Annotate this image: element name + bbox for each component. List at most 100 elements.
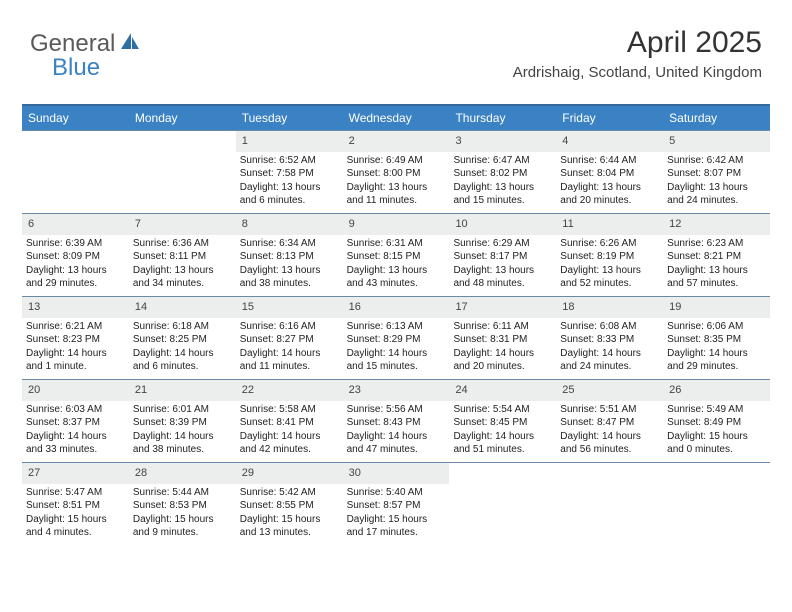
- cell-line: Sunrise: 5:56 AM: [347, 403, 444, 417]
- calendar-cell: 19Sunrise: 6:06 AMSunset: 8:35 PMDayligh…: [663, 297, 770, 379]
- calendar-cell: 29Sunrise: 5:42 AMSunset: 8:55 PMDayligh…: [236, 463, 343, 545]
- cell-line: Sunset: 8:00 PM: [347, 167, 444, 181]
- cell-content: Sunrise: 6:44 AMSunset: 8:04 PMDaylight:…: [556, 152, 663, 212]
- cell-content: [556, 484, 663, 490]
- cell-content: Sunrise: 6:47 AMSunset: 8:02 PMDaylight:…: [449, 152, 556, 212]
- cell-content: Sunrise: 6:42 AMSunset: 8:07 PMDaylight:…: [663, 152, 770, 212]
- cell-line: Sunset: 8:47 PM: [560, 416, 657, 430]
- cell-content: Sunrise: 6:21 AMSunset: 8:23 PMDaylight:…: [22, 318, 129, 378]
- cell-date: 1: [236, 131, 343, 152]
- cell-line: Daylight: 14 hours: [26, 347, 123, 361]
- cell-date: 18: [556, 297, 663, 318]
- cell-line: Daylight: 13 hours: [453, 264, 550, 278]
- cell-line: Daylight: 13 hours: [347, 181, 444, 195]
- cell-line: and 33 minutes.: [26, 443, 123, 457]
- cell-line: Sunrise: 6:26 AM: [560, 237, 657, 251]
- cell-date: 20: [22, 380, 129, 401]
- cell-line: Sunrise: 5:51 AM: [560, 403, 657, 417]
- cell-content: Sunrise: 6:03 AMSunset: 8:37 PMDaylight:…: [22, 401, 129, 461]
- cell-content: Sunrise: 6:34 AMSunset: 8:13 PMDaylight:…: [236, 235, 343, 295]
- cell-content: Sunrise: 5:56 AMSunset: 8:43 PMDaylight:…: [343, 401, 450, 461]
- cell-line: Sunset: 8:41 PM: [240, 416, 337, 430]
- cell-line: Sunset: 8:07 PM: [667, 167, 764, 181]
- cell-line: Daylight: 14 hours: [133, 430, 230, 444]
- cell-line: Sunrise: 6:47 AM: [453, 154, 550, 168]
- cell-line: Sunrise: 6:16 AM: [240, 320, 337, 334]
- cell-line: Daylight: 14 hours: [667, 347, 764, 361]
- cell-line: Sunrise: 5:47 AM: [26, 486, 123, 500]
- cell-line: Sunset: 8:45 PM: [453, 416, 550, 430]
- cell-content: Sunrise: 6:23 AMSunset: 8:21 PMDaylight:…: [663, 235, 770, 295]
- cell-line: and 48 minutes.: [453, 277, 550, 291]
- cell-date: 23: [343, 380, 450, 401]
- cell-line: Daylight: 14 hours: [240, 430, 337, 444]
- cell-line: Daylight: 14 hours: [240, 347, 337, 361]
- cell-content: Sunrise: 5:47 AMSunset: 8:51 PMDaylight:…: [22, 484, 129, 544]
- cell-line: Sunset: 8:29 PM: [347, 333, 444, 347]
- cell-line: Sunset: 7:58 PM: [240, 167, 337, 181]
- cell-line: and 15 minutes.: [347, 360, 444, 374]
- cell-line: Sunset: 8:04 PM: [560, 167, 657, 181]
- calendar-cell: 8Sunrise: 6:34 AMSunset: 8:13 PMDaylight…: [236, 214, 343, 296]
- cell-line: Daylight: 14 hours: [453, 347, 550, 361]
- cell-content: Sunrise: 6:18 AMSunset: 8:25 PMDaylight:…: [129, 318, 236, 378]
- cell-line: and 38 minutes.: [240, 277, 337, 291]
- cell-line: Daylight: 13 hours: [240, 264, 337, 278]
- cell-line: Sunrise: 6:08 AM: [560, 320, 657, 334]
- calendar-cell: 28Sunrise: 5:44 AMSunset: 8:53 PMDayligh…: [129, 463, 236, 545]
- calendar-cell: 22Sunrise: 5:58 AMSunset: 8:41 PMDayligh…: [236, 380, 343, 462]
- cell-line: Sunrise: 6:01 AM: [133, 403, 230, 417]
- logo-text-2: Blue: [52, 54, 100, 82]
- cell-date: 10: [449, 214, 556, 235]
- cell-line: Sunset: 8:51 PM: [26, 499, 123, 513]
- cell-content: Sunrise: 5:58 AMSunset: 8:41 PMDaylight:…: [236, 401, 343, 461]
- cell-content: Sunrise: 6:31 AMSunset: 8:15 PMDaylight:…: [343, 235, 450, 295]
- cell-date: 4: [556, 131, 663, 152]
- cell-line: Sunrise: 6:49 AM: [347, 154, 444, 168]
- cell-date: 6: [22, 214, 129, 235]
- cell-date: 26: [663, 380, 770, 401]
- cell-line: and 42 minutes.: [240, 443, 337, 457]
- cell-date: 17: [449, 297, 556, 318]
- cell-content: Sunrise: 6:49 AMSunset: 8:00 PMDaylight:…: [343, 152, 450, 212]
- cell-content: [129, 152, 236, 158]
- calendar-cell: [663, 463, 770, 545]
- cell-content: Sunrise: 5:44 AMSunset: 8:53 PMDaylight:…: [129, 484, 236, 544]
- cell-line: Sunset: 8:49 PM: [667, 416, 764, 430]
- day-header-sunday: Sunday: [22, 106, 129, 130]
- calendar-cell: 11Sunrise: 6:26 AMSunset: 8:19 PMDayligh…: [556, 214, 663, 296]
- cell-line: Sunrise: 5:42 AM: [240, 486, 337, 500]
- calendar-week: 6Sunrise: 6:39 AMSunset: 8:09 PMDaylight…: [22, 213, 770, 296]
- cell-line: Daylight: 14 hours: [133, 347, 230, 361]
- calendar-cell: 17Sunrise: 6:11 AMSunset: 8:31 PMDayligh…: [449, 297, 556, 379]
- cell-content: Sunrise: 6:36 AMSunset: 8:11 PMDaylight:…: [129, 235, 236, 295]
- cell-line: Sunset: 8:37 PM: [26, 416, 123, 430]
- cell-line: Daylight: 14 hours: [453, 430, 550, 444]
- cell-line: and 1 minute.: [26, 360, 123, 374]
- calendar-cell: 10Sunrise: 6:29 AMSunset: 8:17 PMDayligh…: [449, 214, 556, 296]
- cell-date: 21: [129, 380, 236, 401]
- cell-date: 24: [449, 380, 556, 401]
- calendar-cell: 18Sunrise: 6:08 AMSunset: 8:33 PMDayligh…: [556, 297, 663, 379]
- cell-line: Sunset: 8:43 PM: [347, 416, 444, 430]
- cell-line: Sunset: 8:39 PM: [133, 416, 230, 430]
- cell-line: and 24 minutes.: [667, 194, 764, 208]
- cell-line: and 17 minutes.: [347, 526, 444, 540]
- cell-line: Sunset: 8:23 PM: [26, 333, 123, 347]
- cell-line: and 38 minutes.: [133, 443, 230, 457]
- cell-line: and 9 minutes.: [133, 526, 230, 540]
- calendar: SundayMondayTuesdayWednesdayThursdayFrid…: [22, 104, 770, 545]
- calendar-cell: 6Sunrise: 6:39 AMSunset: 8:09 PMDaylight…: [22, 214, 129, 296]
- cell-line: and 24 minutes.: [560, 360, 657, 374]
- calendar-cell: 23Sunrise: 5:56 AMSunset: 8:43 PMDayligh…: [343, 380, 450, 462]
- cell-line: and 57 minutes.: [667, 277, 764, 291]
- cell-date: 16: [343, 297, 450, 318]
- cell-line: Daylight: 13 hours: [560, 181, 657, 195]
- cell-content: Sunrise: 5:54 AMSunset: 8:45 PMDaylight:…: [449, 401, 556, 461]
- cell-date: 13: [22, 297, 129, 318]
- cell-line: and 43 minutes.: [347, 277, 444, 291]
- cell-line: Sunset: 8:33 PM: [560, 333, 657, 347]
- calendar-cell: 25Sunrise: 5:51 AMSunset: 8:47 PMDayligh…: [556, 380, 663, 462]
- cell-date: 27: [22, 463, 129, 484]
- cell-line: Daylight: 13 hours: [240, 181, 337, 195]
